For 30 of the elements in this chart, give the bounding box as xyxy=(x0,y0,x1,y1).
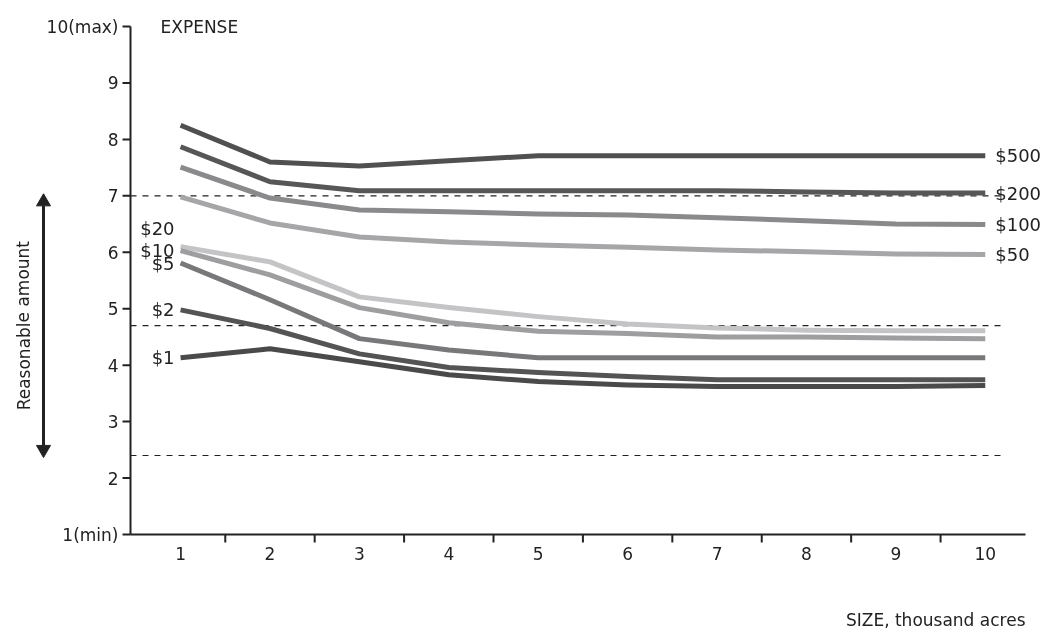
y-tick-label: 2 xyxy=(107,468,119,489)
y-tick-label: 9 xyxy=(107,73,119,94)
y-tick-label: 6 xyxy=(107,242,119,263)
x-tick-label: 3 xyxy=(353,543,365,564)
x-tick-label: 10 xyxy=(974,543,997,564)
x-tick-label: 7 xyxy=(711,543,723,564)
y-tick-label: 7 xyxy=(107,186,119,207)
x-tick-label: 8 xyxy=(801,543,812,564)
y-tick-label: 5 xyxy=(107,299,119,320)
x-tick-label: 1 xyxy=(175,543,186,564)
x-tick-label: 4 xyxy=(443,543,455,564)
series-label: $20 xyxy=(140,217,175,239)
x-tick-label: 6 xyxy=(622,543,634,564)
y-tick-label: 1(min) xyxy=(62,524,119,545)
series-label: $50 xyxy=(995,244,1030,266)
y-tick-label: 3 xyxy=(107,412,119,433)
series-label: $1 xyxy=(151,347,175,369)
series-label: $200 xyxy=(995,182,1042,204)
x-tick-label: 9 xyxy=(890,543,902,564)
series-label: $2 xyxy=(151,299,175,321)
text: Reasonable amount xyxy=(13,240,34,411)
series-label: $100 xyxy=(995,214,1042,236)
y-tick-label: 4 xyxy=(107,355,119,376)
y-tick-label: 8 xyxy=(107,129,119,150)
series-label: $500 xyxy=(995,145,1042,167)
x-axis-title: SIZE, thousand acres xyxy=(845,609,1026,630)
x-tick-label: 5 xyxy=(532,543,544,564)
y-tick-label: 10(max) xyxy=(46,16,119,37)
y-axis-title: EXPENSE xyxy=(160,16,239,37)
x-tick-label: 2 xyxy=(264,543,276,564)
